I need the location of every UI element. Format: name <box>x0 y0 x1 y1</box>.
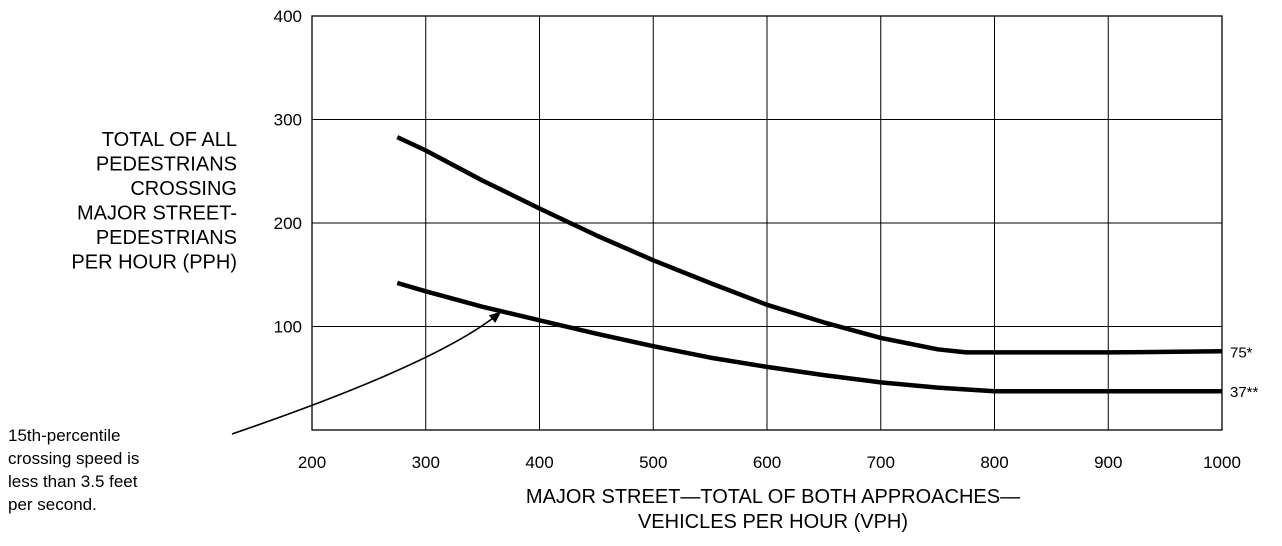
y-tick-label: 300 <box>274 111 302 130</box>
x-tick-label: 700 <box>867 453 895 472</box>
annotation: 15th-percentile crossing speed is less tha… <box>8 311 502 514</box>
series-end-label-1: 75* <box>1230 344 1253 361</box>
y-axis-label-line: MAJOR STREET- <box>77 203 237 225</box>
grid <box>311 15 1223 431</box>
y-axis-label-line: CROSSING <box>130 178 237 200</box>
annotation-arrow <box>231 311 502 435</box>
annotation-text-line: per second. <box>8 495 97 514</box>
series-end-label-2: 37** <box>1230 384 1259 401</box>
x-tick-label: 800 <box>980 453 1008 472</box>
y-axis-label-line: PEDESTRIANS <box>96 227 237 249</box>
tick-labels: 200 300 400 500 600 700 800 900 1000 100 200 300 400 <box>274 7 1241 472</box>
x-tick-label: 600 <box>753 453 781 472</box>
annotation-text-line: 15th-percentile <box>8 426 120 445</box>
x-tick-label: 400 <box>525 453 553 472</box>
series-line-2 <box>396 280 1222 394</box>
y-axis-label-line: PEDESTRIANS <box>96 154 237 176</box>
annotation-text-line: less than 3.5 feet <box>8 472 138 491</box>
annotation-text-line: crossing speed is <box>8 449 139 468</box>
x-axis-label-line: VEHICLES PER HOUR (VPH) <box>638 511 908 533</box>
x-tick-label: 900 <box>1094 453 1122 472</box>
series-lines <box>396 135 1223 394</box>
y-axis-label-line: PER HOUR (PPH) <box>71 252 237 274</box>
y-tick-label: 400 <box>274 7 302 26</box>
y-tick-label: 200 <box>274 214 302 233</box>
x-tick-label: 300 <box>412 453 440 472</box>
y-tick-label: 100 <box>274 318 302 337</box>
x-axis-label-line: MAJOR STREET—TOTAL OF BOTH APPROACHES— <box>526 486 1020 508</box>
y-axis-label-line: TOTAL OF ALL <box>102 129 237 151</box>
x-tick-label: 1000 <box>1203 453 1241 472</box>
x-tick-label: 200 <box>298 453 326 472</box>
x-tick-label: 500 <box>639 453 667 472</box>
axis-labels: 75*37**TOTAL OF ALLPEDESTRIANSCROSSINGMA… <box>71 129 1258 533</box>
series-line-1 <box>396 135 1223 355</box>
